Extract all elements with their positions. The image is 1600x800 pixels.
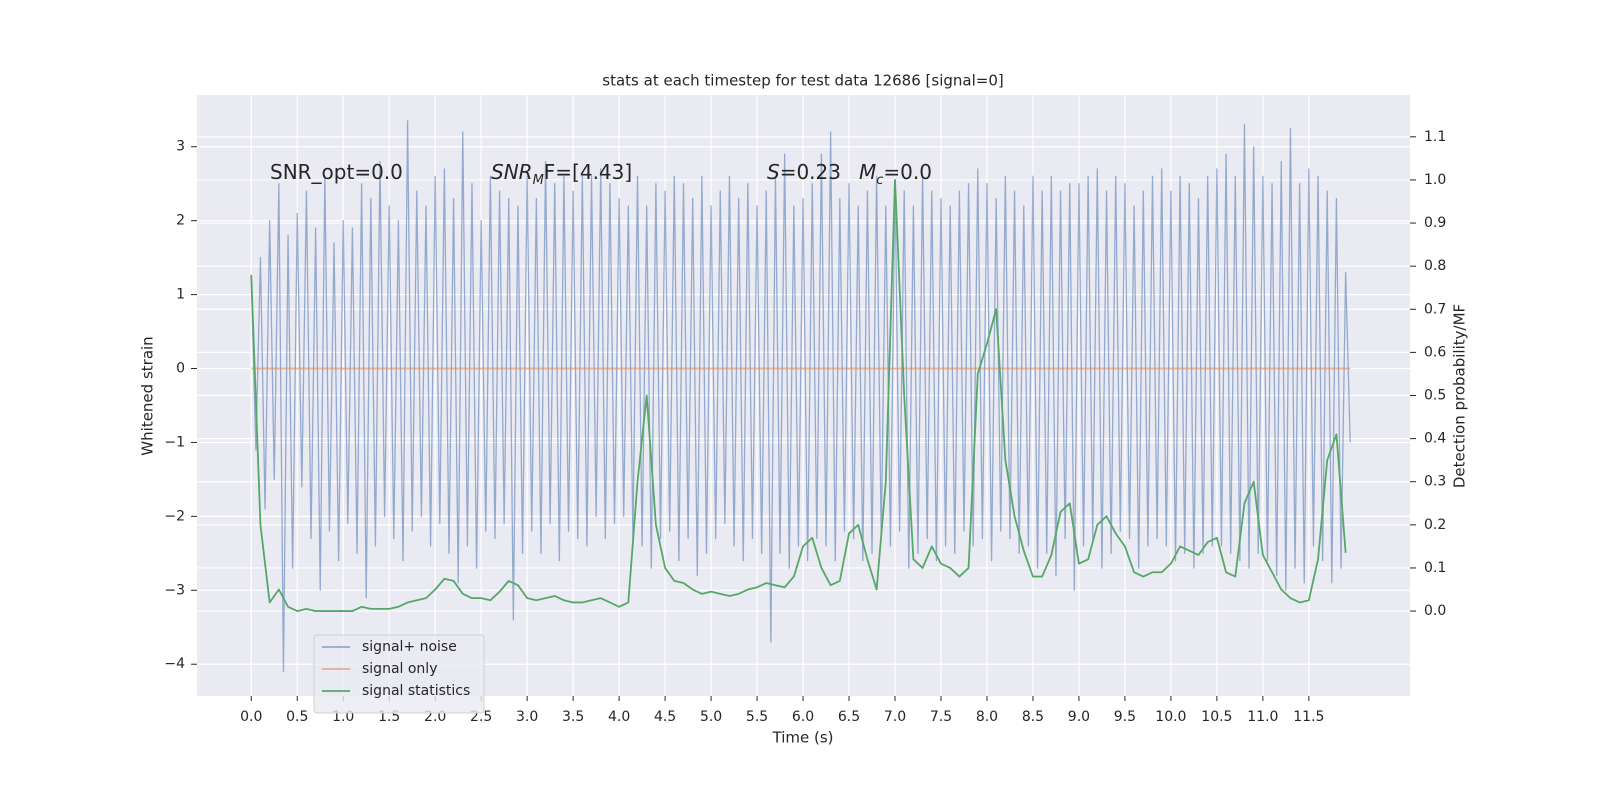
x-tick-label: 8.5 <box>1022 709 1044 725</box>
marks <box>250 120 1351 673</box>
x-tick-label: 9.5 <box>1114 709 1136 725</box>
y2-tick-label: 0.9 <box>1424 215 1446 231</box>
y2-tick-label: 0.4 <box>1424 431 1446 447</box>
legend-label: signal statistics <box>362 683 470 699</box>
series-line <box>250 179 1347 612</box>
y-tick-label: −2 <box>164 508 185 524</box>
y-tick-label: 2 <box>176 213 185 229</box>
annotation: SNRMF=[4.43] <box>491 160 632 189</box>
annotation-italic: M <box>859 160 876 184</box>
x-axis-label: Time (s) <box>772 729 834 747</box>
x-tick-label: 7.5 <box>930 709 952 725</box>
y-tick-label: −4 <box>164 656 185 672</box>
x-tick-label: 5.5 <box>746 709 768 725</box>
chart-title: stats at each timestep for test data 126… <box>602 72 1003 90</box>
annotation-italic: S <box>767 160 780 184</box>
y-tick-label: 0 <box>176 361 185 377</box>
series-line <box>250 120 1351 673</box>
y-tick-label: 1 <box>176 287 185 303</box>
x-tick-label: 11.5 <box>1293 709 1324 725</box>
x-tick-label: 0.5 <box>286 709 308 725</box>
legend-box <box>313 634 485 714</box>
x-tick-label: 0.0 <box>240 709 262 725</box>
x-tick-label: 3.5 <box>562 709 584 725</box>
annotation-text: F=[4.43] <box>544 160 632 184</box>
axes: 0.0 0.5 1.0 1.5 2.0 2.5 3.0 3.5 4.0 4.5 5.0 5.5 6.0 6… <box>164 129 1446 725</box>
y2-tick-label: 1.1 <box>1424 129 1446 145</box>
y-tick-label: 3 <box>176 139 185 155</box>
x-tick-label: 6.5 <box>838 709 860 725</box>
legend-label: signal only <box>362 661 437 677</box>
x-tick-label: 8.0 <box>976 709 998 725</box>
annotation-sub: M <box>533 173 544 188</box>
y2-tick-label: 0.2 <box>1424 517 1446 533</box>
y2-tick-label: 0.3 <box>1424 474 1446 490</box>
y-axis-label: Whitened strain <box>139 336 157 455</box>
legend-label: signal+ noise <box>362 639 457 655</box>
annotations: SNR_opt=0.0 SNRMF=[4.43] S=0.23 Mc=0.0 <box>270 160 932 189</box>
x-tick-label: 5.0 <box>700 709 722 725</box>
y2-tick-label: 0.5 <box>1424 388 1446 404</box>
legend: signal+ noise signal only signal statistic… <box>313 634 485 714</box>
annotation-sub: c <box>876 173 883 188</box>
y-tick-label: −1 <box>164 434 185 450</box>
x-tick-label: 4.0 <box>608 709 630 725</box>
annotation-italic: SNR <box>491 160 533 184</box>
y2-tick-label: 1.0 <box>1424 172 1446 188</box>
annotation: Mc=0.0 <box>859 160 932 189</box>
x-tick-label: 11.0 <box>1247 709 1278 725</box>
x-tick-label: 7.0 <box>884 709 906 725</box>
x-tick-label: 9.0 <box>1068 709 1090 725</box>
x-tick-label: 4.5 <box>654 709 676 725</box>
x-tick-label: 3.0 <box>516 709 538 725</box>
annotation-text: SNR_opt=0.0 <box>270 160 403 184</box>
y2-axis-label: Detection probability/MF <box>1451 304 1469 488</box>
y-tick-label: −3 <box>164 582 185 598</box>
x-tick-label: 6.0 <box>792 709 814 725</box>
x-tick-label: 10.5 <box>1201 709 1232 725</box>
x-tick-label: 10.0 <box>1155 709 1186 725</box>
y2-tick-label: 0.8 <box>1424 258 1446 274</box>
y2-tick-label: 0.0 <box>1424 603 1446 619</box>
y2-tick-label: 0.6 <box>1424 344 1446 360</box>
y2-tick-label: 0.1 <box>1424 560 1446 576</box>
annotation: SNR_opt=0.0 <box>270 160 403 184</box>
annotation-text: =0.0 <box>883 160 932 184</box>
annotation-text: =0.23 <box>780 160 841 184</box>
annotation: S=0.23 <box>767 160 841 184</box>
y2-tick-label: 0.7 <box>1424 301 1446 317</box>
